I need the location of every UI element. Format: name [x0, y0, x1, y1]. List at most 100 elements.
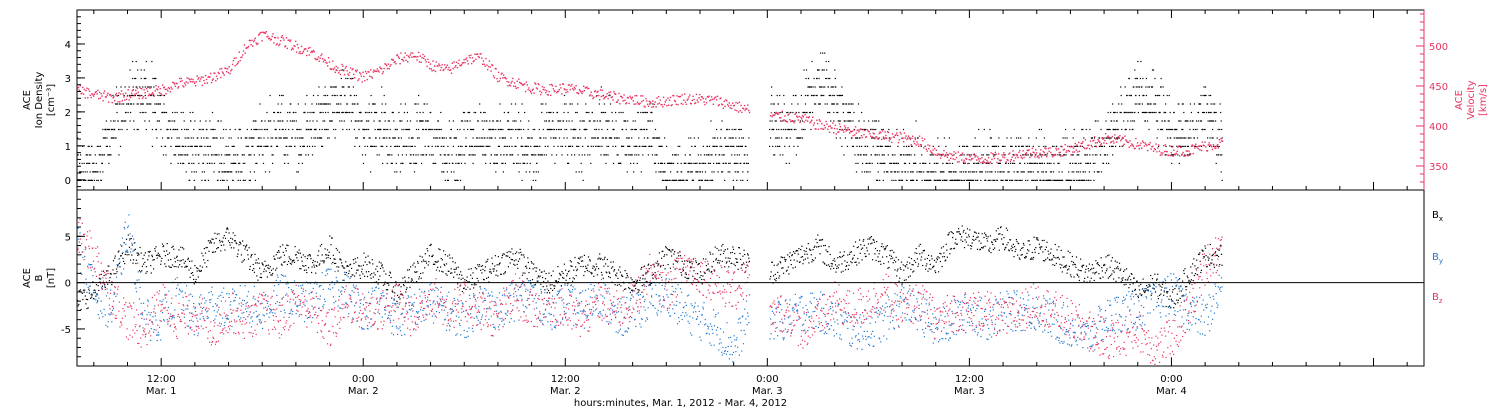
density-point	[691, 162, 693, 164]
density-point	[819, 103, 821, 105]
density-point	[179, 145, 181, 147]
velocity-point	[237, 61, 240, 63]
velocity-point	[554, 90, 556, 93]
density-point	[555, 128, 558, 131]
velocity-point	[493, 77, 496, 79]
density-point	[258, 137, 260, 139]
density-point	[646, 111, 648, 114]
density-point	[608, 137, 611, 139]
velocity-point	[1152, 145, 1154, 148]
velocity-point	[1212, 144, 1215, 146]
density-point	[932, 145, 934, 147]
density-point	[407, 128, 410, 131]
velocity-point	[692, 95, 694, 97]
density-point	[429, 154, 431, 156]
density-point	[1032, 145, 1034, 147]
velocity-point	[700, 96, 703, 98]
velocity-point	[735, 101, 737, 104]
density-point	[631, 137, 633, 139]
density-point	[101, 154, 103, 156]
velocity-point	[1100, 143, 1103, 145]
density-point	[1151, 111, 1153, 114]
velocity-point	[592, 97, 594, 100]
density-point	[734, 171, 736, 173]
velocity-point	[1078, 150, 1081, 152]
velocity-point	[141, 88, 143, 90]
velocity-point	[1158, 150, 1161, 152]
b-bx-point	[214, 232, 216, 234]
density-point	[253, 128, 255, 131]
density-point	[165, 111, 168, 114]
density-point	[742, 137, 744, 139]
velocity-point	[1211, 148, 1214, 151]
density-point	[141, 111, 143, 114]
velocity-point	[902, 141, 905, 143]
density-point	[786, 137, 788, 139]
density-point	[547, 128, 549, 131]
density-point	[1036, 179, 1038, 181]
density-point	[550, 137, 552, 139]
velocity-point	[972, 154, 975, 156]
velocity-point	[295, 51, 298, 53]
density-point	[114, 120, 116, 122]
velocity-point	[555, 85, 557, 88]
density-point	[203, 171, 205, 173]
density-point	[191, 162, 193, 164]
density-point	[176, 111, 178, 114]
density-point	[702, 162, 704, 164]
velocity-point	[1174, 153, 1176, 155]
velocity-point	[1135, 137, 1137, 140]
b-bx-point	[161, 257, 163, 259]
density-point	[802, 128, 805, 131]
b-bx-point	[205, 247, 207, 249]
velocity-point	[1163, 150, 1166, 153]
density-point	[148, 103, 150, 105]
density-point	[348, 128, 350, 131]
density-point	[747, 171, 749, 173]
b-bx-point	[91, 296, 93, 298]
velocity-point	[1094, 142, 1097, 144]
velocity-point	[435, 61, 437, 63]
b-bx-point	[228, 232, 230, 234]
density-point	[195, 171, 197, 173]
density-point	[376, 154, 378, 156]
density-point	[1161, 128, 1163, 131]
density-point	[849, 120, 851, 122]
density-point	[1197, 120, 1200, 122]
density-point	[694, 145, 696, 147]
density-point	[1104, 154, 1107, 156]
density-point	[272, 154, 274, 156]
density-point	[1085, 128, 1087, 131]
density-point	[606, 120, 608, 122]
velocity-point	[639, 102, 641, 104]
density-point	[507, 128, 509, 131]
density-point	[848, 111, 850, 114]
velocity-point	[332, 60, 334, 62]
density-point	[878, 120, 880, 122]
density-point	[942, 162, 944, 164]
density-point	[99, 171, 101, 173]
density-point	[1128, 77, 1130, 80]
density-point	[833, 120, 835, 122]
density-point	[744, 154, 746, 156]
velocity-point	[451, 62, 453, 64]
density-point	[811, 94, 813, 97]
velocity-point	[1112, 140, 1114, 142]
density-point	[510, 128, 513, 131]
density-point	[669, 162, 671, 164]
velocity-point	[586, 86, 588, 88]
density-point	[307, 128, 309, 131]
density-point	[782, 128, 784, 131]
density-point	[1000, 171, 1002, 173]
velocity-point	[535, 83, 537, 85]
velocity-point	[952, 158, 954, 160]
density-point	[1012, 162, 1014, 164]
density-point	[593, 137, 595, 139]
density-point	[364, 145, 366, 147]
b-bx-point	[158, 254, 161, 256]
b-bx-point	[213, 242, 215, 244]
density-point	[366, 120, 368, 122]
density-point	[566, 128, 568, 131]
density-point	[1025, 145, 1027, 147]
velocity-point	[503, 74, 505, 76]
